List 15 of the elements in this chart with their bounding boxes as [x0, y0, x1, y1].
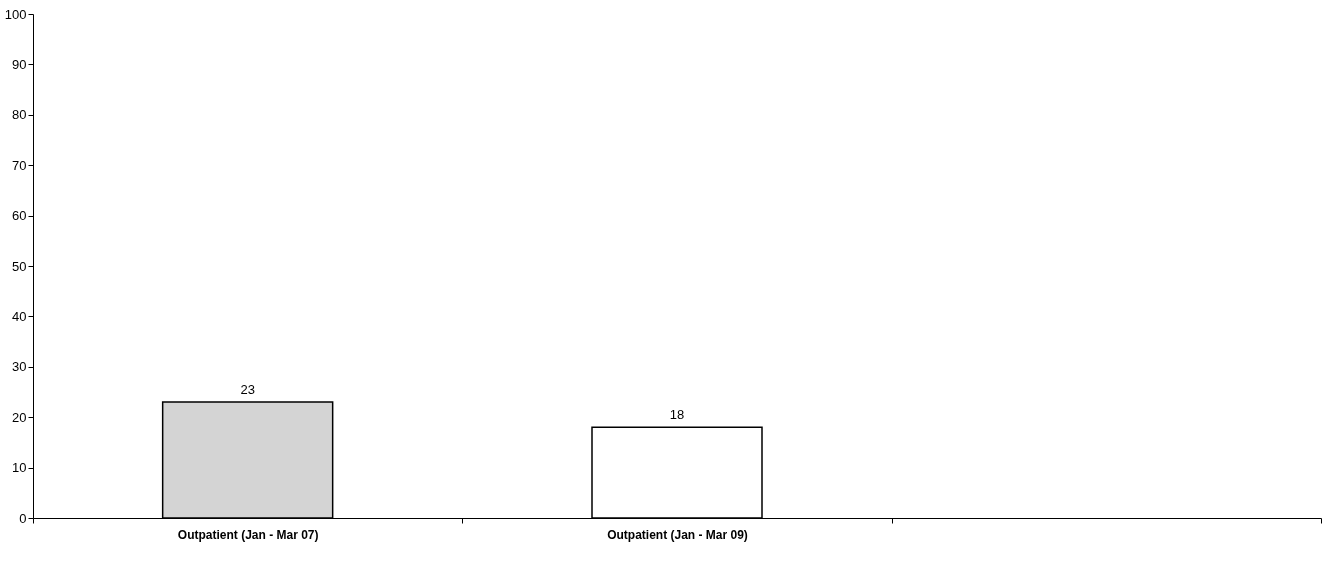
y-tick-label: 60 [12, 208, 27, 224]
y-tick-label: 70 [12, 157, 27, 173]
y-tick-label: 100 [4, 6, 27, 22]
y-tick-label: 30 [12, 359, 27, 375]
y-tick-label: 20 [12, 409, 27, 425]
x-tick-label: Outpatient (Jan - Mar 09) [607, 527, 748, 542]
y-tick-label: 0 [19, 510, 27, 526]
y-tick-label: 10 [12, 460, 27, 476]
y-tick-label: 40 [12, 308, 27, 324]
data-label: 23 [240, 382, 255, 398]
data-label: 18 [669, 407, 685, 423]
y-tick-label: 90 [12, 56, 27, 72]
y-tick-label: 80 [12, 107, 27, 123]
y-tick-label: 50 [12, 258, 27, 274]
x-tick-label: Outpatient (Jan - Mar 07) [177, 527, 319, 542]
